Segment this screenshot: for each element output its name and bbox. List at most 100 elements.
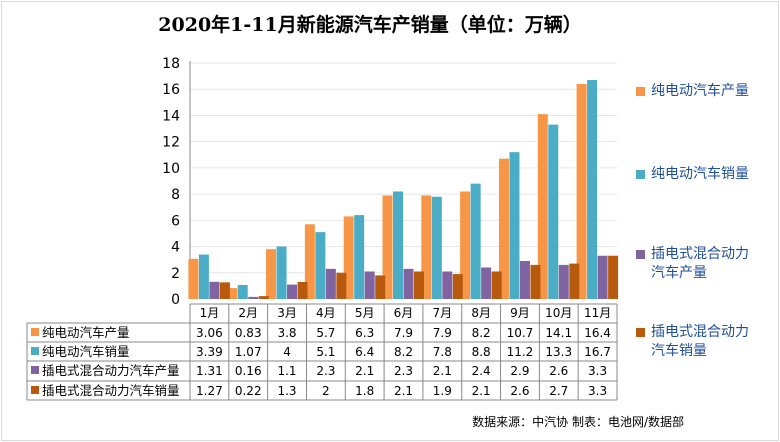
bar-4-4月 [336,272,347,299]
y-tick-label: 12 [162,135,180,151]
legend-item: 纯电动汽车产量 [636,82,749,101]
table-legend-key [31,328,39,336]
bar-1-9月 [498,158,509,299]
bar-2-3月 [276,246,287,299]
y-tick-label: 8 [171,187,180,203]
bar-1-3月 [266,249,277,299]
legend-swatch [636,86,645,96]
y-tick-label: 4 [171,240,180,256]
category-label: 2月 [238,306,258,320]
data-label: 5.7 [316,326,335,340]
data-label: 6.3 [355,326,374,340]
data-label: 6.4 [355,345,374,359]
data-label: 0.16 [235,364,262,378]
legend-item: 插电式混合动力 汽车产量 [636,245,749,283]
data-label: 5.1 [316,345,335,359]
table-series-label: 插电式混合动力汽车销量 [42,383,180,398]
data-label: 2.1 [472,384,491,398]
data-label: 2.6 [510,384,529,398]
data-label: 2.1 [355,364,374,378]
bar-1-7月 [421,195,432,299]
data-label: 0.83 [235,326,262,340]
data-label: 1.3 [277,384,296,398]
category-label: 1月 [200,306,220,320]
legend-label: 插电式混合动力 [636,323,749,342]
y-tick-label: 10 [162,161,180,177]
legend-item: 纯电动汽车销量 [636,165,749,184]
bar-4-2月 [258,296,269,299]
y-tick-label: 18 [162,56,180,72]
chart-title: 2020年1-11月新能源汽车产销量（单位：万辆） [158,14,582,36]
data-label: 1.27 [196,384,223,398]
data-label: 1.8 [355,384,374,398]
legend-swatch [636,327,645,337]
bar-4-3月 [297,281,308,299]
data-label: 1.9 [433,384,452,398]
table-series-label: 纯电动汽车产量 [42,325,130,340]
bar-4-10月 [569,263,580,299]
data-label: 3.8 [277,326,296,340]
category-label: 6月 [394,306,414,320]
bar-3-4月 [325,268,336,299]
source-note: 数据来源：中汽协 制表：电池网/数据部 [472,415,684,429]
data-label: 2 [322,384,330,398]
category-label: 8月 [471,306,491,320]
bar-4-7月 [452,274,463,299]
data-label: 2.4 [472,364,491,378]
bar-3-10月 [558,264,569,299]
bar-1-10月 [537,114,548,299]
y-tick-label: 0 [171,292,180,308]
data-label: 7.9 [394,326,413,340]
bar-2-1月 [198,254,209,299]
data-label: 1.1 [277,364,296,378]
bar-2-2月 [237,284,248,299]
data-label: 16.7 [584,345,611,359]
table-series-label: 插电式混合动力汽车产量 [42,363,180,378]
data-label: 1.07 [235,345,262,359]
bar-1-11月 [576,83,587,299]
bar-2-7月 [431,196,442,299]
legend-label: 插电式混合动力 [636,245,749,264]
table-legend-key [31,366,39,374]
table-legend-key [31,386,39,394]
bar-1-1月 [188,258,199,299]
bar-4-6月 [414,271,424,299]
data-label: 13.3 [545,345,572,359]
bar-1-2月 [227,288,238,299]
bar-2-10月 [548,124,559,299]
legend-label: 纯电动汽车销量 [636,165,749,184]
data-label: 4 [283,345,291,359]
category-label: 10月 [545,306,572,320]
data-label: 3.39 [196,345,223,359]
data-label: 8.2 [394,345,413,359]
bar-1-5月 [343,216,354,299]
legend-label: 纯电动汽车产量 [636,82,749,101]
legend-swatch [636,169,645,179]
bar-3-2月 [248,296,259,299]
y-tick-label: 2 [171,266,180,282]
bar-1-8月 [460,191,471,299]
bar-1-4月 [304,224,315,299]
bar-3-1月 [209,281,220,299]
legend-label: 汽车产量 [651,265,707,281]
data-label: 3.3 [588,364,607,378]
bar-3-6月 [403,268,414,299]
bar-2-8月 [470,183,481,299]
y-tick-label: 6 [171,213,180,229]
bar-3-3月 [287,284,298,299]
bar-2-6月 [393,191,403,299]
bar-1-6月 [382,195,393,299]
bar-4-9月 [530,264,541,299]
category-label: 3月 [277,306,297,320]
data-label: 2.3 [316,364,335,378]
table-legend-key [31,347,39,355]
category-label: 5月 [355,306,375,320]
data-label: 3.3 [588,384,607,398]
data-label: 10.7 [507,326,534,340]
bar-2-4月 [315,232,326,299]
category-label: 9月 [510,306,530,320]
category-label: 7月 [432,306,452,320]
bar-2-5月 [354,215,365,299]
